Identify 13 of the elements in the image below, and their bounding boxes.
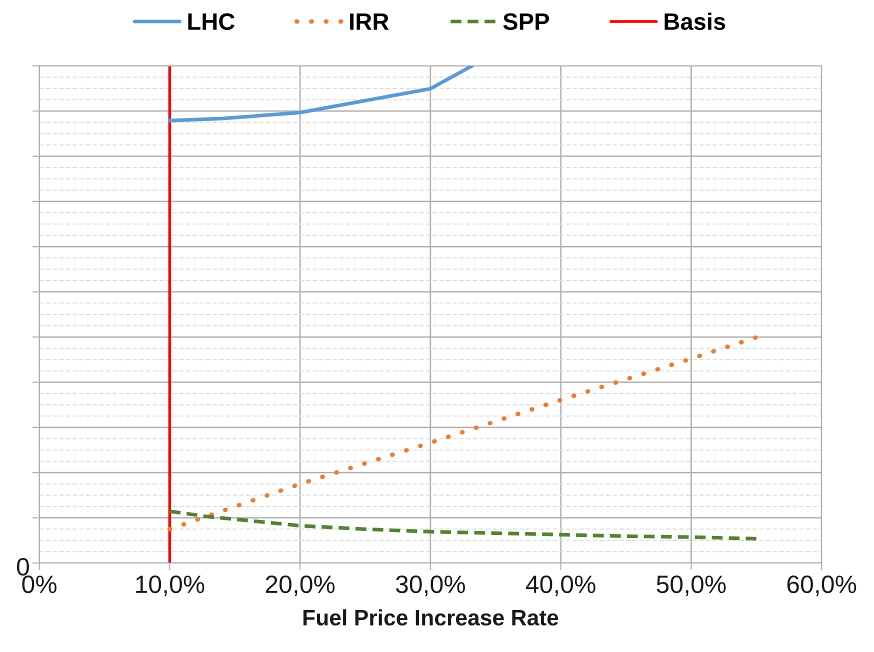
legend-label: SPP: [503, 13, 549, 30]
text: 0: [17, 558, 29, 576]
x-tick-label: 60,0%: [787, 575, 856, 596]
x-tick-label: 50,0%: [656, 575, 726, 596]
legend-label: Basis: [664, 12, 726, 30]
x-tick-label: 0%: [22, 575, 57, 594]
x-tick-label: 30,0%: [396, 575, 465, 596]
x-tick-label: 10,0%: [136, 575, 204, 596]
x-tick-label: 40,0%: [526, 575, 596, 596]
legend-label: LHC: [188, 13, 235, 30]
x-tick-label: 20,0%: [266, 575, 335, 596]
legend-label: IRR: [350, 14, 389, 30]
x-axis-title: Fuel Price Increase Rate: [303, 609, 558, 626]
